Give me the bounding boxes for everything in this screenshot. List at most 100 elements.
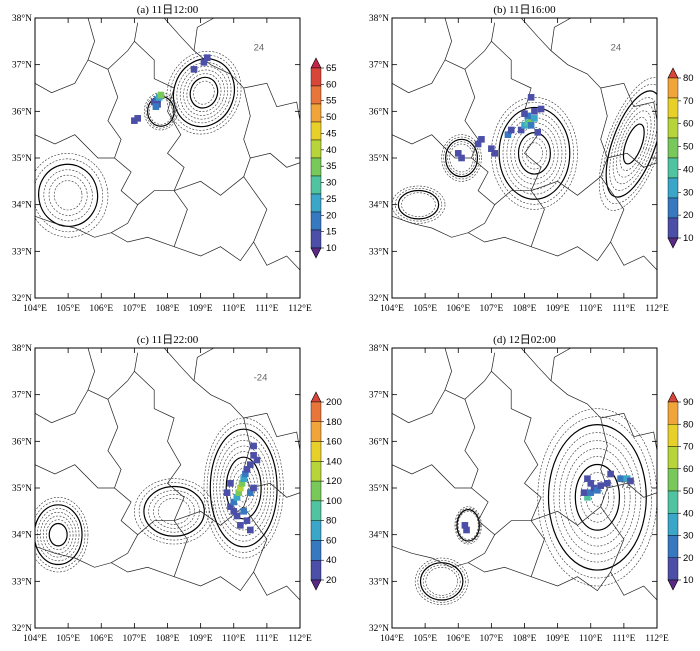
x-tick-label: 112°E [288,303,312,314]
precip-cell [517,126,525,134]
colorbar-tick-label: 60 [326,79,337,90]
precip-cell [617,475,624,482]
province-border [87,18,139,234]
province-border [530,506,601,526]
precip-cell [243,466,251,473]
x-tick-label: 110°E [222,633,246,644]
y-tick-label: 33°N [12,246,32,257]
colorbar-tick-label: 10 [683,233,694,244]
colorbar-segment [667,217,679,239]
precip-cell [534,129,542,136]
province-border [600,412,657,451]
precip-cell [203,54,211,61]
precip-cell [527,122,535,129]
contour-line [585,480,610,515]
colorbar-cap-top [310,57,322,69]
colorbar-tick-label: 50 [683,142,694,153]
precip-cell [223,489,231,496]
colorbar-segment [667,77,679,99]
colorbar-segment [667,97,679,119]
y-tick-label: 35°N [12,483,32,494]
colorbar-tick-label: 60 [683,464,694,475]
colorbar-tick-label: 50 [326,112,337,123]
precip-cell [227,503,234,510]
province-border [134,22,188,247]
x-tick-label: 108°E [156,633,180,644]
precip-cell [524,112,532,120]
precip-cell [584,475,591,482]
contour-line [498,106,571,200]
y-tick-label: 32°N [12,623,32,634]
province-border [35,134,115,159]
province-border [243,82,300,121]
province-border [550,18,572,51]
colorbar-tick-label: 120 [326,476,342,487]
colorbar-segment [310,401,322,422]
contour-line [35,504,83,566]
precip-cell [227,480,234,487]
colorbar-tick-label: 55 [326,96,337,107]
contour-line [238,479,249,497]
contour-line [558,440,636,555]
province-border [173,176,244,196]
y-tick-label: 35°N [369,483,389,494]
contour-line [609,97,657,191]
colorbar-segment [667,117,679,139]
colorbar-cap-bottom [310,579,322,591]
y-tick-label: 32°N [369,293,389,304]
map-layer: -72 [392,348,657,605]
province-border [494,520,532,535]
contour-line [183,69,225,116]
province-border [392,389,446,424]
contour-line [144,92,178,131]
contour-line [455,507,481,543]
contour-label: -72 [617,480,631,491]
x-tick-label: 104°E [380,633,404,644]
contour-line [153,494,196,529]
contour-line [619,117,648,171]
precip-cell [233,512,241,520]
precip-cell [461,522,469,529]
colorbar-segment [310,229,322,249]
x-tick-label: 110°E [579,303,603,314]
panel-title: (a) 11日12:00 [137,4,199,16]
province-border [134,352,188,577]
precip-cell [527,94,535,101]
contour-line [622,123,645,165]
y-tick-label: 38°N [12,343,32,354]
precip-cell [521,110,528,117]
y-tick-label: 37°N [12,390,32,401]
colorbar-tick-label: 15 [326,227,337,238]
contour-line [514,127,555,180]
y-tick-label: 34°N [369,530,389,541]
contour-line [456,509,480,542]
colorbar-tick-label: 90 [683,397,694,408]
province-border [107,41,135,70]
y-tick-label: 33°N [12,576,32,587]
x-tick-label: 106°E [89,633,113,644]
precip-cell [488,145,495,152]
colorbar-segment [310,67,322,87]
contour-line [222,451,265,525]
contour-line [537,408,657,587]
province-border [494,190,532,205]
panel-title: (b) 11日16:00 [493,4,556,16]
precip-cell [623,475,631,482]
precip-cell [478,136,485,143]
contour-line [419,562,464,601]
colorbar-tick-label: 60 [683,119,694,130]
colorbar-cap-top [667,391,679,403]
colorbar-segment [310,441,322,462]
contour-line [35,500,86,569]
contour-line [580,472,615,523]
panel-3: -24 (c) 11日22:00 104°E 105°E 106°E 107°E 108°E… [12,334,342,644]
contour-line [169,54,239,131]
province-border [35,389,89,424]
colorbar-segment [310,139,322,159]
precip-cell [454,150,462,157]
province-border [392,464,472,489]
precip-cell [230,508,238,515]
y-tick-label: 34°N [369,200,389,211]
contour-line [401,192,436,217]
